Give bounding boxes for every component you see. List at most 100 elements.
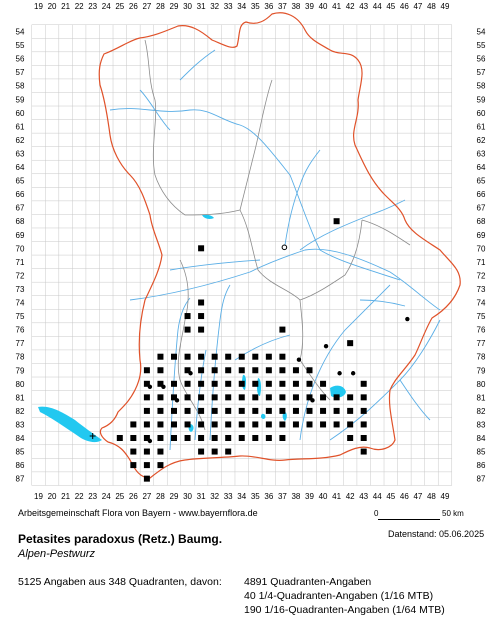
uncertain-marker [281,244,288,251]
quadrant-marker [360,421,367,428]
sixteenth-marker [350,371,356,376]
quadrant-marker [225,435,232,441]
quadrant-marker [279,394,286,401]
species-scientific-name: Petasites paradoxus (Retz.) Baumg. [18,532,223,546]
quadrant-marker [198,299,205,306]
river-danube [129,248,441,311]
row-label: 67 [16,204,25,213]
quadrant-marker [130,462,137,469]
quadrant-marker [198,326,205,333]
column-label: 20 [48,2,57,11]
district-borders [144,39,411,431]
column-label: 43 [359,2,368,11]
column-label: 33 [224,2,233,11]
quadrant-marker [184,353,191,360]
plus-marker [89,433,96,439]
row-label: 68 [477,217,486,226]
river-fr-saale [139,89,171,131]
quadrant-marker [130,448,137,455]
row-label: 58 [477,82,486,91]
column-label: 47 [413,492,422,500]
column-label: 32 [210,492,219,500]
sixteenth-marker [161,384,166,389]
quadrant-marker [171,407,177,414]
quadrant-marker [143,475,150,482]
quadrant-marker [143,448,150,455]
row-label: 75 [16,312,25,321]
row-label: 72 [16,271,25,280]
sixteenth-marker [188,371,193,376]
lake-starnberg [256,378,262,396]
column-label: 39 [305,2,314,11]
column-label: 32 [210,2,219,11]
river-naab [284,149,321,246]
quadrant-marker [171,353,177,360]
quadrant-marker [157,394,164,401]
quadrant-marker [225,353,232,360]
river-saale [179,49,216,81]
quadrant-marker [171,435,177,441]
column-label: 39 [305,492,314,500]
quadrant-marker [265,394,272,401]
row-label: 79 [16,366,25,375]
quadrant-marker [333,218,340,225]
river-altmuehl [169,259,261,271]
quadrant-marker [238,407,245,414]
quadrant-marker [130,435,137,441]
sixteenth-marker [405,316,410,322]
quadrant-marker [157,462,164,469]
quadrant-marker [360,435,367,441]
quadrant-marker [279,421,286,428]
row-label: 59 [477,95,486,104]
row-label: 86 [16,461,25,470]
lake-tegernsee [282,411,287,421]
row-label: 75 [477,312,486,321]
row-label: 62 [16,136,25,145]
column-label: 35 [251,492,260,500]
column-label: 22 [75,492,84,500]
row-label: 71 [477,258,486,267]
column-label: 42 [346,492,355,500]
column-labels-bottom: 19 20 21 22 23 24 25 26 27 28 29 30 31 32 33 34 35 36 37 38… [34,492,450,500]
column-label: 21 [61,492,70,500]
quadrant-marker [157,421,164,428]
sixteenth-marker [147,438,153,444]
row-label: 63 [477,149,486,158]
row-label: 61 [477,122,486,131]
column-label: 26 [129,2,138,11]
quadrant-marker [347,435,354,441]
column-labels-top: 19 20 21 22 23 24 25 26 27 28 29 30 31 32 33 34 35 36 37 38… [34,2,450,11]
column-label: 40 [319,492,328,500]
quadrant-marker [143,407,150,414]
row-label: 57 [477,68,486,77]
row-label: 67 [477,204,486,213]
quadrant-marker [225,407,232,414]
stats-line-quadrants: 4891 Quadranten-Angaben [244,576,372,588]
column-label: 33 [224,492,233,500]
quadrant-marker [320,380,327,387]
species-common-name: Alpen-Pestwurz [18,548,96,560]
row-label: 83 [16,420,25,429]
river-inn [329,319,441,441]
row-label: 55 [16,41,25,50]
quadrant-marker [157,380,164,387]
quadrant-marker [143,367,150,374]
row-label: 70 [16,244,25,253]
quadrant-marker [171,380,177,387]
quadrant-marker [116,435,123,441]
row-label: 69 [16,231,25,240]
quadrant-marker [143,462,150,469]
sixteenth-marker [147,384,153,389]
quadrant-marker [279,353,286,360]
row-label: 78 [16,353,25,362]
sixteenth-marker [310,398,315,403]
column-label: 26 [129,492,138,500]
column-label: 36 [264,492,273,500]
river-lech [209,284,231,441]
river-salzach [399,379,431,421]
row-label: 66 [477,190,486,199]
quadrant-marker [306,407,313,414]
quadrant-marker [211,421,218,428]
quadrant-marker [320,421,327,428]
column-label: 29 [170,492,179,500]
